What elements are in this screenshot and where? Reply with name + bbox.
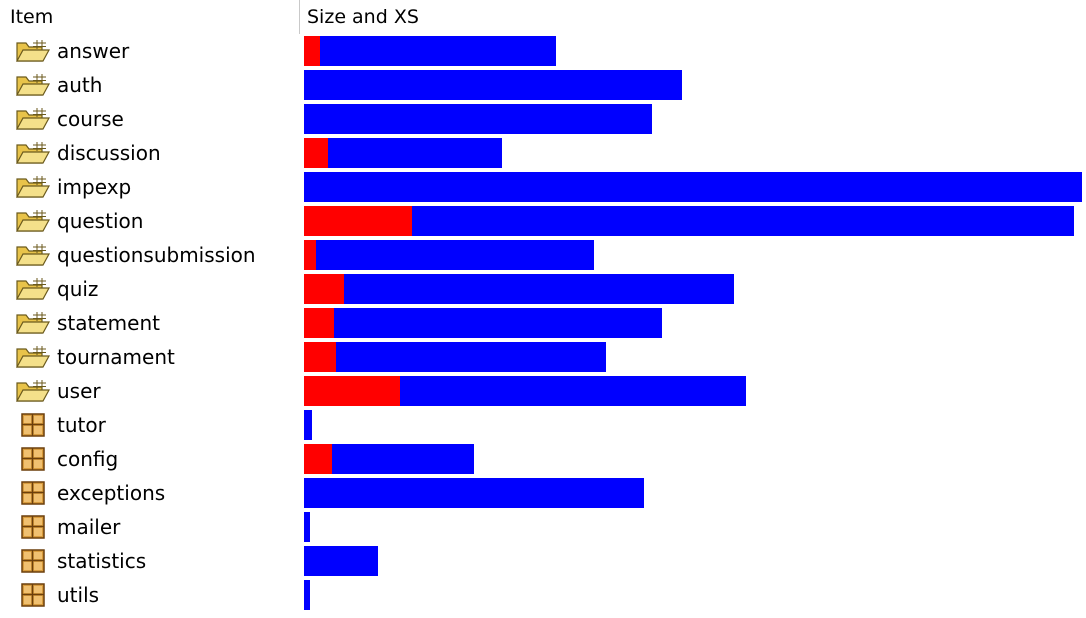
column-header-item[interactable]: Item (10, 6, 54, 28)
size-bar (304, 240, 594, 270)
open-folder-icon (14, 173, 52, 201)
open-folder-icon (14, 309, 52, 337)
size-bar (304, 138, 502, 168)
grid-file-icon (14, 445, 52, 473)
xs-bar (304, 206, 412, 236)
table-row[interactable]: statistics (0, 544, 1086, 578)
xs-bar (304, 240, 316, 270)
xs-bar (304, 376, 400, 406)
open-folder-icon (14, 105, 52, 133)
size-bar (304, 308, 662, 338)
open-folder-icon (14, 71, 52, 99)
row-label: config (57, 447, 119, 471)
grid-file-icon (14, 411, 52, 439)
size-bar (304, 70, 682, 100)
size-bar (304, 444, 474, 474)
size-bar (304, 512, 310, 542)
size-bar (304, 546, 378, 576)
size-bar (304, 104, 652, 134)
table-row[interactable]: impexp (0, 170, 1086, 204)
row-label: question (57, 209, 144, 233)
table-row[interactable]: exceptions (0, 476, 1086, 510)
row-label: tournament (57, 345, 175, 369)
table-row[interactable]: auth (0, 68, 1086, 102)
size-bar (304, 274, 734, 304)
size-bar (304, 580, 310, 610)
table-row[interactable]: user (0, 374, 1086, 408)
row-label: quiz (57, 277, 99, 301)
size-bar (304, 172, 1082, 202)
open-folder-icon (14, 241, 52, 269)
table-row[interactable]: course (0, 102, 1086, 136)
row-label: user (57, 379, 101, 403)
table-row[interactable]: statement (0, 306, 1086, 340)
grid-file-icon (14, 479, 52, 507)
row-label: discussion (57, 141, 161, 165)
table-row[interactable]: quiz (0, 272, 1086, 306)
table-row[interactable]: question (0, 204, 1086, 238)
table-row[interactable]: tournament (0, 340, 1086, 374)
table-row[interactable]: utils (0, 578, 1086, 612)
row-label: impexp (57, 175, 132, 199)
xs-bar (304, 138, 328, 168)
row-label: course (57, 107, 124, 131)
table-row[interactable]: tutor (0, 408, 1086, 442)
row-label: questionsubmission (57, 243, 256, 267)
row-label: statement (57, 311, 160, 335)
table-body: answer auth course discussion impexp question… (0, 34, 1086, 612)
table-header: Item Size and XS (0, 0, 1086, 34)
table-row[interactable]: questionsubmission (0, 238, 1086, 272)
size-bar (304, 410, 312, 440)
row-label: exceptions (57, 481, 166, 505)
row-label: utils (57, 583, 100, 607)
open-folder-icon (14, 37, 52, 65)
xs-bar (304, 308, 334, 338)
size-bar (304, 206, 1074, 236)
open-folder-icon (14, 275, 52, 303)
row-label: statistics (57, 549, 147, 573)
size-bar (304, 342, 606, 372)
grid-file-icon (14, 581, 52, 609)
open-folder-icon (14, 139, 52, 167)
size-bar (304, 478, 644, 508)
column-header-size[interactable]: Size and XS (299, 0, 1086, 34)
table-row[interactable]: discussion (0, 136, 1086, 170)
row-label: auth (57, 73, 103, 97)
xs-bar (304, 444, 332, 474)
xs-bar (304, 36, 320, 66)
grid-file-icon (14, 513, 52, 541)
row-label: mailer (57, 515, 121, 539)
table-row[interactable]: answer (0, 34, 1086, 68)
open-folder-icon (14, 207, 52, 235)
open-folder-icon (14, 377, 52, 405)
row-label: answer (57, 39, 130, 63)
table-row[interactable]: config (0, 442, 1086, 476)
xs-bar (304, 274, 344, 304)
xs-bar (304, 342, 336, 372)
table-row[interactable]: mailer (0, 510, 1086, 544)
size-bar (304, 36, 556, 66)
grid-file-icon (14, 547, 52, 575)
open-folder-icon (14, 343, 52, 371)
row-label: tutor (57, 413, 106, 437)
